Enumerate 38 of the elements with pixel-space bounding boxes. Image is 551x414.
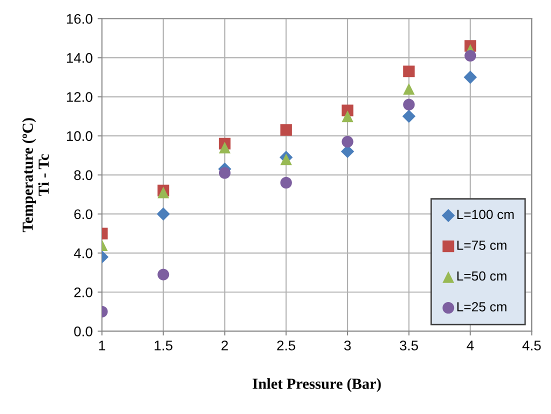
point: [156, 207, 170, 221]
y-tick-label: 10.0: [66, 131, 92, 142]
point: [403, 98, 415, 110]
legend-label: L=50 cm: [457, 271, 506, 281]
x-axis-title: Inlet Pressure (Bar): [252, 378, 381, 392]
x-tick-label: 2: [222, 340, 228, 350]
legend-label: L=75 cm: [457, 240, 506, 250]
point: [403, 66, 415, 78]
point: [218, 142, 231, 154]
point: [403, 83, 415, 95]
legend-label: L=25 cm: [457, 302, 506, 312]
point: [464, 50, 476, 62]
point: [218, 167, 231, 179]
point: [158, 268, 170, 280]
x-tick-label: 1: [99, 340, 106, 350]
y-tick-label: 14.0: [66, 53, 92, 63]
y-axis-title: Temperature (ºC) Ti - Tc: [22, 118, 49, 232]
point: [342, 110, 354, 122]
x-tick-label: 3.5: [400, 340, 418, 350]
point: [280, 176, 292, 189]
y-tick-label: 16.0: [66, 14, 92, 24]
x-tick-label: 4.5: [522, 340, 541, 350]
x-tick-label: 4: [466, 340, 474, 350]
y-tick-label: 2.0: [74, 287, 92, 298]
y-tick-label: 4.0: [74, 248, 92, 258]
x-tick-label: 1.5: [154, 340, 172, 350]
y-tick-label: 8.0: [74, 170, 92, 180]
point: [402, 110, 416, 123]
point: [342, 136, 354, 148]
point: [280, 153, 292, 166]
x-tick-label: 3: [344, 340, 351, 350]
point: [280, 124, 292, 136]
x-tick-label: 2.5: [277, 340, 296, 350]
y-tick-label: 6.0: [74, 209, 92, 220]
y-tick-label: 12.0: [66, 92, 92, 102]
point: [464, 70, 477, 84]
legend-label: L=100 cm: [457, 210, 514, 220]
y-tick-label: 0.0: [74, 326, 92, 336]
